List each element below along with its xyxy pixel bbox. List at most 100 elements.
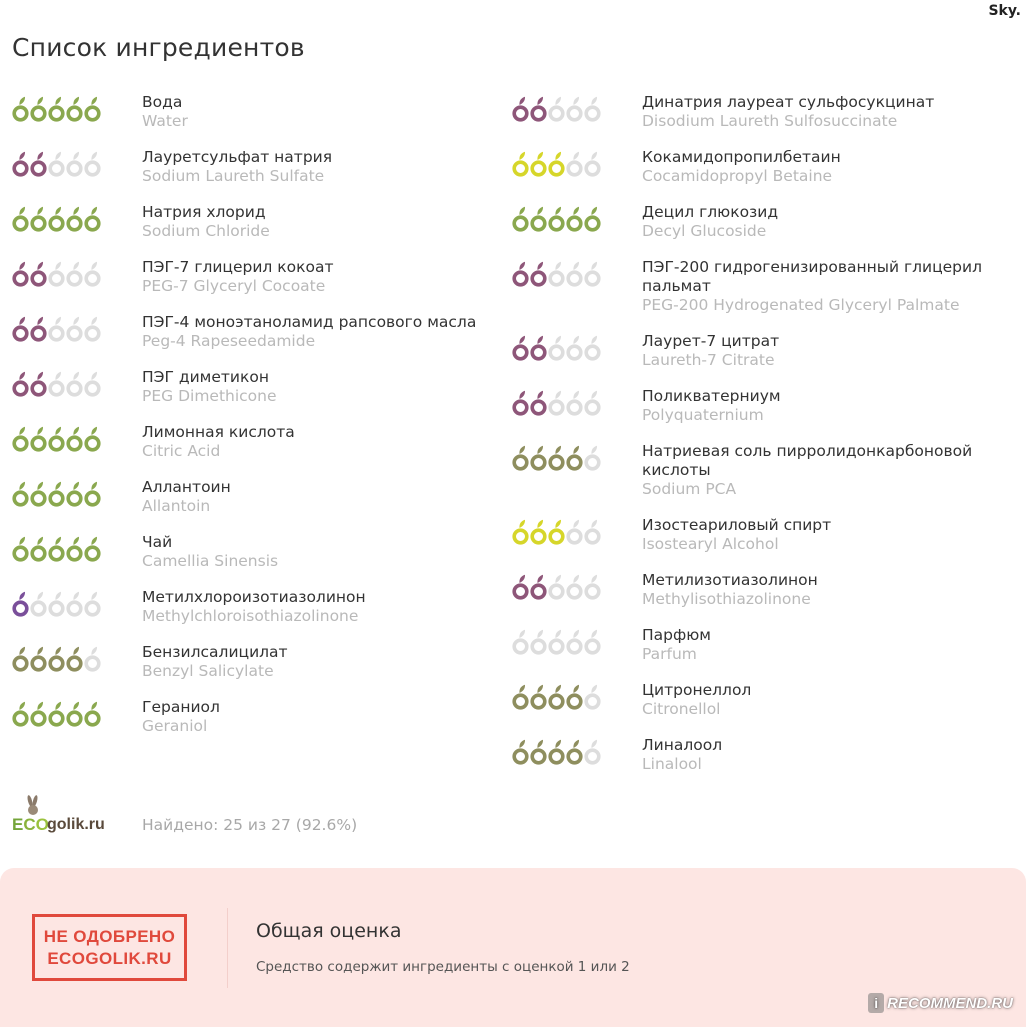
ingredient-name-ru[interactable]: ПЭГ-200 гидрогенизированный глицерил пал… <box>642 258 982 295</box>
ingredient-name-en: Benzyl Salicylate <box>142 662 274 680</box>
leaf-empty-icon <box>48 151 65 177</box>
ingredient-row[interactable]: Метилхлороизотиазолинон Methylchloroisoth… <box>12 588 502 626</box>
rating-leaves <box>12 261 101 287</box>
ingredient-row[interactable]: Бензилсалицилат Benzyl Salicylate <box>12 643 502 681</box>
source-footer: ECO golik.ru Найдено: 25 из 27 (92.6%) <box>12 795 512 845</box>
leaf-filled-icon <box>30 701 47 727</box>
leaf-empty-icon <box>548 261 565 287</box>
leaf-filled-icon <box>12 646 29 672</box>
leaf-filled-icon <box>84 206 101 232</box>
leaf-filled-icon <box>530 574 547 600</box>
rating-leaves <box>12 371 101 397</box>
not-approved-stamp: НЕ ОДОБРЕНО ECOGOLIK.RU <box>32 914 187 981</box>
leaf-empty-icon <box>584 684 601 710</box>
leaf-empty-icon <box>584 574 601 600</box>
ingredient-row[interactable]: Динатрия лауреат сульфосукцинат Disodium … <box>512 93 1002 131</box>
ingredient-row[interactable]: Парфюм Parfum <box>512 626 1002 664</box>
ingredient-name-ru[interactable]: Лимонная кислота <box>142 423 295 441</box>
ingredient-name-ru[interactable]: Метилхлороизотиазолинон <box>142 588 366 606</box>
ingredient-row[interactable]: Изостеариловый спирт Isostearyl Alcohol <box>512 516 1002 554</box>
ecogolik-logo[interactable]: ECO golik.ru <box>12 795 124 837</box>
ingredient-row[interactable]: ПЭГ-200 гидрогенизированный глицерил пал… <box>512 258 1002 315</box>
ingredient-name-ru[interactable]: Натриевая соль пирролидонкарбоновой кисл… <box>642 442 973 479</box>
leaf-empty-icon <box>566 96 583 122</box>
leaf-filled-icon <box>30 316 47 342</box>
logo-site-text: golik.ru <box>47 816 105 833</box>
ingredient-row[interactable]: ПЭГ-7 глицерил кокоат PEG-7 Glyceryl Coco… <box>12 258 502 296</box>
leaf-filled-icon <box>30 206 47 232</box>
ingredient-name-ru[interactable]: Гераниол <box>142 698 220 716</box>
ingredient-name-ru[interactable]: Динатрия лауреат сульфосукцинат <box>642 93 935 111</box>
ingredient-name-ru[interactable]: Метилизотиазолинон <box>642 571 818 589</box>
ingredient-row[interactable]: Линалоол Linalool <box>512 736 1002 774</box>
ingredient-name-ru[interactable]: ПЭГ диметикон <box>142 368 269 386</box>
ingredient-name-ru[interactable]: ПЭГ-7 глицерил кокоат <box>142 258 334 276</box>
ingredient-name-ru[interactable]: Децил глюкозид <box>642 203 779 221</box>
leaf-filled-icon <box>30 261 47 287</box>
ingredient-row[interactable]: Аллантоин Allantoin <box>12 478 502 516</box>
leaf-filled-icon <box>530 684 547 710</box>
ingredient-name-ru[interactable]: Бензилсалицилат <box>142 643 288 661</box>
leaf-empty-icon <box>84 151 101 177</box>
ingredient-name-ru[interactable]: Лаурет-7 цитрат <box>642 332 780 350</box>
leaf-filled-icon <box>566 206 583 232</box>
ingredient-name-ru[interactable]: Вода <box>142 93 183 111</box>
ingredient-name-en: Citronellol <box>642 700 721 718</box>
leaf-empty-icon <box>48 316 65 342</box>
leaf-filled-icon <box>12 591 29 617</box>
leaf-filled-icon <box>548 739 565 765</box>
leaf-filled-icon <box>84 536 101 562</box>
ingredient-name-ru[interactable]: Поликватерниум <box>642 387 781 405</box>
ingredient-row[interactable]: Гераниол Geraniol <box>12 698 502 736</box>
ingredient-row[interactable]: Цитронеллол Citronellol <box>512 681 1002 719</box>
leaf-empty-icon <box>512 629 529 655</box>
ingredient-row[interactable]: Лаурет-7 цитрат Laureth-7 Citrate <box>512 332 1002 370</box>
leaf-empty-icon <box>84 371 101 397</box>
leaf-empty-icon <box>548 629 565 655</box>
leaf-filled-icon <box>512 206 529 232</box>
leaf-filled-icon <box>84 701 101 727</box>
ingredient-row[interactable]: Чай Camellia Sinensis <box>12 533 502 571</box>
ingredient-name-ru[interactable]: Линалоол <box>642 736 723 754</box>
rating-leaves <box>12 151 101 177</box>
ingredient-row[interactable]: Децил глюкозид Decyl Glucoside <box>512 203 1002 241</box>
leaf-empty-icon <box>30 591 47 617</box>
ingredient-row[interactable]: Поликватерниум Polyquaternium <box>512 387 1002 425</box>
ingredient-row[interactable]: Вода Water <box>12 93 502 131</box>
ingredient-name-ru[interactable]: Парфюм <box>642 626 711 644</box>
ingredient-name-en: Laureth-7 Citrate <box>642 351 775 369</box>
leaf-filled-icon <box>512 96 529 122</box>
leaf-empty-icon <box>584 151 601 177</box>
leaf-empty-icon <box>48 371 65 397</box>
ingredient-row[interactable]: Кокамидопропилбетаин Cocamidopropyl Betai… <box>512 148 1002 186</box>
ingredient-name-ru[interactable]: Аллантоин <box>142 478 231 496</box>
ingredient-row[interactable]: Натриевая соль пирролидонкарбоновой кисл… <box>512 442 1002 499</box>
ingredient-name-ru[interactable]: Натрия хлорид <box>142 203 266 221</box>
ingredient-name-ru[interactable]: ПЭГ-4 моноэтаноламид рапсового масла <box>142 313 477 331</box>
leaf-empty-icon <box>84 591 101 617</box>
rating-leaves <box>512 445 601 471</box>
ingredient-row[interactable]: Метилизотиазолинон Methylisothiazolinone <box>512 571 1002 609</box>
ingredient-name-ru[interactable]: Кокамидопропилбетаин <box>642 148 841 166</box>
leaf-filled-icon <box>12 701 29 727</box>
ingredient-row[interactable]: Натрия хлорид Sodium Chloride <box>12 203 502 241</box>
ingredient-name-ru[interactable]: Лауретсульфат натрия <box>142 148 333 166</box>
leaf-filled-icon <box>512 519 529 545</box>
leaf-filled-icon <box>530 335 547 361</box>
verdict-panel: НЕ ОДОБРЕНО ECOGOLIK.RU Общая оценка Сре… <box>0 868 1026 1027</box>
ingredient-name-ru[interactable]: Цитронеллол <box>642 681 752 699</box>
rating-leaves <box>12 316 101 342</box>
ingredient-row[interactable]: Лауретсульфат натрия Sodium Laureth Sulfa… <box>12 148 502 186</box>
leaf-filled-icon <box>30 96 47 122</box>
rating-leaves <box>512 629 601 655</box>
rating-leaves <box>512 151 601 177</box>
leaf-empty-icon <box>84 646 101 672</box>
ingredient-name-ru[interactable]: Изостеариловый спирт <box>642 516 832 534</box>
leaf-filled-icon <box>66 701 83 727</box>
ingredient-name-ru[interactable]: Чай <box>142 533 173 551</box>
ingredient-row[interactable]: Лимонная кислота Citric Acid <box>12 423 502 461</box>
ingredient-row[interactable]: ПЭГ-4 моноэтаноламид рапсового масла Peg-… <box>12 313 502 351</box>
ingredient-row[interactable]: ПЭГ диметикон PEG Dimethicone <box>12 368 502 406</box>
leaf-empty-icon <box>48 261 65 287</box>
leaf-filled-icon <box>530 261 547 287</box>
